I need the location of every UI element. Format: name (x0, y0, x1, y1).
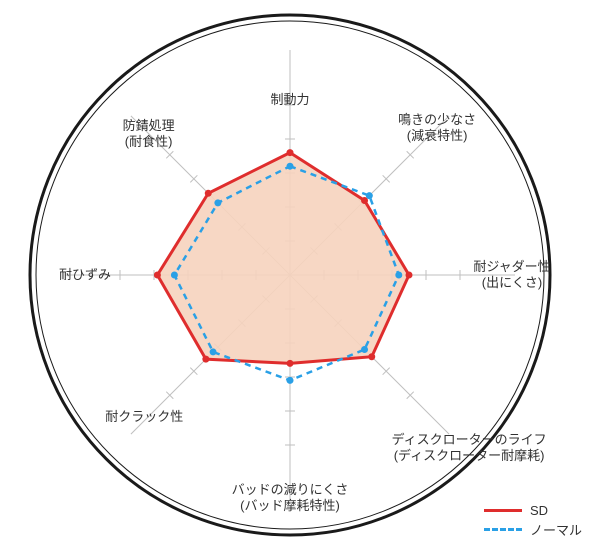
axis-label: 耐クラック性 (105, 409, 183, 425)
legend-swatch-sd (484, 509, 522, 512)
legend: SD ノーマル (484, 501, 582, 539)
axis-label: バッドの減りにくさ(バッド摩耗特性) (232, 482, 349, 515)
legend-item-sd: SD (484, 503, 582, 518)
axis-label: 制動力 (270, 92, 309, 108)
legend-label-sd: SD (530, 503, 548, 518)
axis-label: 耐ジャダー性(出にくさ) (473, 259, 550, 292)
axis-label: ディスクローターのライフ(ディスクローター耐摩耗) (392, 432, 547, 465)
axis-label: 鳴きの少なさ(減衰特性) (398, 112, 476, 145)
axis-label: 防錆処理(耐食性) (123, 117, 175, 150)
legend-item-normal: ノーマル (484, 520, 582, 539)
legend-label-normal: ノーマル (530, 520, 582, 539)
radar-chart-container: 制動力鳴きの少なさ(減衰特性) 耐ジャダー性(出にくさ) ディスクローターのライフ(… (0, 0, 600, 549)
axis-label: 耐ひずみ (59, 267, 111, 283)
legend-swatch-normal (484, 528, 522, 531)
